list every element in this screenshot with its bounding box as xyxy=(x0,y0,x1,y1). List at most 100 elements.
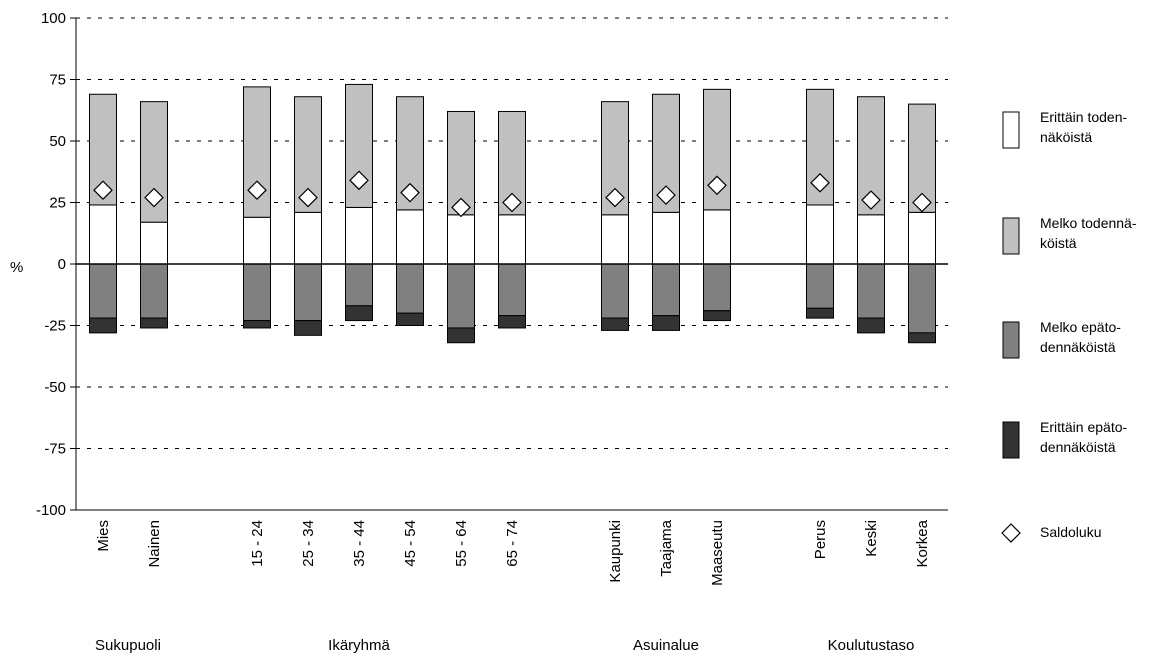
legend-label: Melko epäto-dennäköistä xyxy=(1040,319,1121,355)
saldo-marker xyxy=(93,180,113,201)
bars xyxy=(89,83,936,344)
y-tick-label: 75 xyxy=(49,72,66,89)
group-label: Asuinalue xyxy=(633,637,699,654)
saldo-marker xyxy=(349,170,369,191)
bar-segment xyxy=(140,221,168,265)
saldo-marker xyxy=(144,187,164,208)
bar-segment xyxy=(703,310,731,322)
bar-segment xyxy=(703,263,731,312)
y-tick-label: 0 xyxy=(58,256,66,273)
bar-segment xyxy=(140,263,168,319)
category-labels: Mies Nainen 15 - 24 25 - 34 35 - 44 45 - 54 55… xyxy=(95,519,931,586)
category-label: 15 - 24 xyxy=(249,520,266,567)
bar-segment xyxy=(396,312,424,327)
category-label: 35 - 44 xyxy=(351,520,368,567)
bar-segment xyxy=(908,211,936,265)
y-axis-unit: % xyxy=(10,259,23,276)
bar-segment xyxy=(447,327,475,344)
bar-segment xyxy=(498,214,526,265)
bar-segment xyxy=(294,320,322,336)
saldo-marker xyxy=(400,182,420,203)
category-label: Mies xyxy=(95,520,112,552)
bar-segment xyxy=(806,263,834,309)
bar-segment xyxy=(908,332,936,344)
legend-label: Saldoluku xyxy=(1040,524,1102,540)
group-label: Sukupuoli xyxy=(95,637,161,654)
legend-swatch xyxy=(1002,321,1020,359)
bar-segment xyxy=(498,263,526,317)
y-tick-labels: 100 75 50 25 0 -25 -50 -75 -100 xyxy=(36,10,66,519)
legend-label: Erittäin toden-näköistä xyxy=(1040,109,1127,145)
legend-item: Melko todennä-köistä xyxy=(1002,215,1137,255)
saldo-marker xyxy=(656,185,676,205)
category-label: Keski xyxy=(863,520,880,557)
legend-swatch xyxy=(1002,111,1020,149)
group-labels: Sukupuoli Ikäryhmä Asuinalue Koulutustaso xyxy=(95,637,914,654)
bar-segment xyxy=(806,307,834,319)
bar-segment xyxy=(908,263,936,334)
bar-segment xyxy=(447,214,475,265)
saldo-marker xyxy=(605,187,625,208)
bar-segment xyxy=(601,214,629,265)
bar-segment xyxy=(601,317,629,331)
bar-segment xyxy=(345,263,373,307)
category-label: Perus xyxy=(812,520,829,559)
legend-item: Erittäin toden-näköistä xyxy=(1002,109,1127,149)
category-label: 55 - 64 xyxy=(453,520,470,567)
category-label: 25 - 34 xyxy=(300,520,317,567)
bar-segment xyxy=(498,315,526,329)
y-tick-label: -75 xyxy=(44,441,66,458)
saldo-marker xyxy=(451,197,471,218)
bar-segment xyxy=(243,263,271,322)
bar-segment xyxy=(396,263,424,314)
legend-item: Melko epäto-dennäköistä xyxy=(1002,319,1121,359)
bar-segment xyxy=(345,206,373,265)
category-label: Nainen xyxy=(146,520,163,568)
y-tick-label: -25 xyxy=(44,318,66,335)
saldo-marker xyxy=(707,175,727,196)
saldo-marker xyxy=(912,192,932,213)
bar-segment xyxy=(601,263,629,319)
bar-segment xyxy=(396,209,424,265)
saldo-marker xyxy=(502,192,522,213)
saldo-markers xyxy=(93,170,932,218)
y-tick-label: -100 xyxy=(36,502,66,519)
axes xyxy=(70,17,948,511)
saldo-marker xyxy=(298,187,318,208)
category-label: Taajama xyxy=(658,519,675,576)
bar-segment xyxy=(89,263,117,319)
bar-segment xyxy=(89,317,117,334)
bar-segment xyxy=(857,214,885,265)
bar-segment xyxy=(857,317,885,334)
saldo-marker xyxy=(247,180,267,201)
bar-segment xyxy=(140,317,168,329)
category-label: 45 - 54 xyxy=(402,520,419,567)
bar-segment xyxy=(243,216,271,265)
bar-segment xyxy=(806,204,834,265)
bar-segment xyxy=(703,209,731,265)
bar-segment xyxy=(652,315,680,331)
bar-segment xyxy=(652,263,680,317)
category-label: Korkea xyxy=(914,519,931,567)
group-label: Ikäryhmä xyxy=(328,637,390,654)
bar-segment xyxy=(652,211,680,265)
legend-item: Erittäin epäto-dennäköistä xyxy=(1002,419,1127,459)
category-label: 65 - 74 xyxy=(504,520,521,567)
y-tick-label: -50 xyxy=(44,379,66,396)
y-tick-label: 50 xyxy=(49,133,66,150)
category-label: Kaupunki xyxy=(607,520,624,583)
bar-segment xyxy=(243,320,271,329)
legend-swatch xyxy=(1002,217,1020,255)
legend-item: Saldoluku xyxy=(1001,523,1102,543)
category-label: Maaseutu xyxy=(709,520,726,586)
saldo-marker xyxy=(861,190,881,210)
bar-segment xyxy=(89,204,117,265)
bar-segment xyxy=(294,211,322,265)
y-tick-label: 100 xyxy=(41,10,66,27)
bar-segment xyxy=(294,263,322,322)
group-label: Koulutustaso xyxy=(828,637,915,654)
bar-segment xyxy=(345,305,373,322)
saldo-marker xyxy=(810,172,830,193)
legend: Erittäin toden-näköistä Melko todennä-köi… xyxy=(1001,109,1137,543)
